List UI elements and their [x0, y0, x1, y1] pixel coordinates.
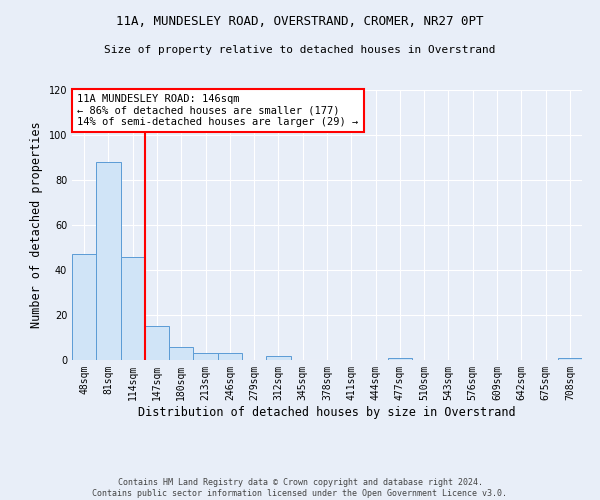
Bar — [266, 356, 290, 360]
Bar — [169, 346, 193, 360]
Bar — [193, 353, 218, 360]
Bar — [388, 358, 412, 360]
Text: Contains HM Land Registry data © Crown copyright and database right 2024.
Contai: Contains HM Land Registry data © Crown c… — [92, 478, 508, 498]
Bar — [72, 254, 96, 360]
Bar — [218, 353, 242, 360]
Text: Size of property relative to detached houses in Overstrand: Size of property relative to detached ho… — [104, 45, 496, 55]
Bar — [121, 256, 145, 360]
Text: 11A MUNDESLEY ROAD: 146sqm
← 86% of detached houses are smaller (177)
14% of sem: 11A MUNDESLEY ROAD: 146sqm ← 86% of deta… — [77, 94, 358, 127]
Text: 11A, MUNDESLEY ROAD, OVERSTRAND, CROMER, NR27 0PT: 11A, MUNDESLEY ROAD, OVERSTRAND, CROMER,… — [116, 15, 484, 28]
Bar — [145, 326, 169, 360]
Y-axis label: Number of detached properties: Number of detached properties — [30, 122, 43, 328]
Bar — [558, 358, 582, 360]
Bar — [96, 162, 121, 360]
X-axis label: Distribution of detached houses by size in Overstrand: Distribution of detached houses by size … — [138, 406, 516, 418]
